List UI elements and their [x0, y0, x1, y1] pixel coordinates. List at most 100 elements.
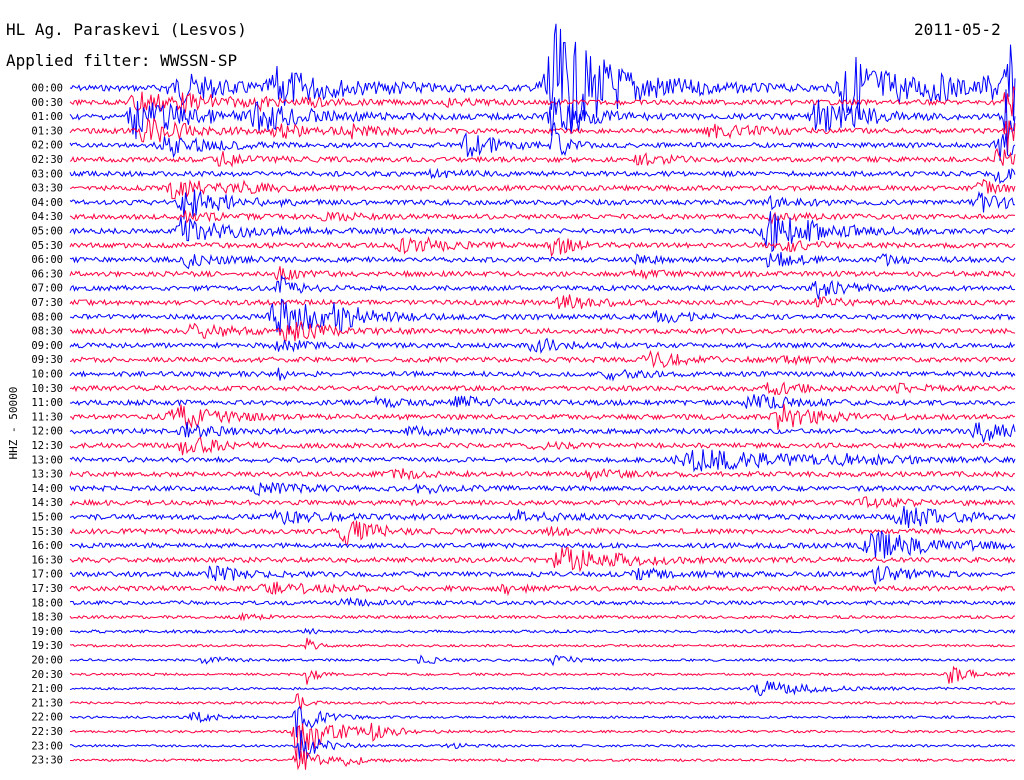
trace-line	[69, 496, 1016, 509]
trace-line	[69, 337, 1016, 354]
time-tick-label: 06:00	[31, 254, 63, 266]
trace-line	[69, 189, 1015, 220]
trace-line	[69, 529, 1016, 559]
trace-line	[69, 722, 1015, 761]
trace-line	[69, 520, 1016, 546]
trace-line	[70, 298, 1016, 335]
time-tick-label: 16:30	[31, 554, 63, 566]
trace-line	[69, 565, 1016, 585]
trace-line	[69, 449, 1016, 473]
trace-line	[69, 167, 1016, 185]
time-tick-label: 02:30	[31, 154, 63, 166]
trace-line	[69, 693, 1016, 711]
time-tick-label: 13:00	[31, 454, 63, 466]
time-tick-label: 02:00	[31, 140, 63, 152]
time-tick-label: 11:00	[31, 397, 63, 409]
trace-line	[69, 121, 1016, 161]
time-tick-label: 18:30	[31, 612, 63, 624]
trace-line	[69, 85, 1016, 117]
time-tick-label: 16:00	[31, 540, 63, 552]
trace-line	[69, 581, 1016, 597]
trace-line	[69, 547, 1016, 573]
trace-line	[69, 611, 1016, 622]
time-tick-label: 20:00	[31, 655, 63, 667]
time-tick-label: 22:00	[31, 712, 63, 724]
trace-line	[69, 266, 1016, 282]
time-tick-label: 09:00	[31, 340, 63, 352]
time-tick-label: 12:00	[31, 426, 63, 438]
time-tick-label: 07:30	[31, 297, 63, 309]
trace-line	[69, 705, 1016, 738]
time-tick-label: 03:30	[31, 183, 63, 195]
time-tick-label: 00:30	[31, 97, 63, 109]
trace-line	[69, 654, 1016, 667]
trace-line	[69, 117, 1016, 155]
trace-line	[69, 680, 1016, 697]
time-tick-label: 08:00	[31, 311, 63, 323]
trace-line	[69, 349, 1016, 369]
date-label: 2011-05-2	[914, 20, 1001, 39]
trace-line	[69, 210, 1016, 225]
trace-line	[69, 294, 1016, 310]
time-tick-label: 10:30	[31, 383, 63, 395]
time-tick-label: 07:00	[31, 283, 63, 295]
trace-line	[69, 482, 1016, 497]
time-tick-label: 14:30	[31, 497, 63, 509]
trace-line	[70, 750, 1016, 771]
trace-line	[69, 436, 1016, 456]
time-tick-label: 09:30	[31, 354, 63, 366]
time-tick-label: 00:00	[31, 83, 63, 95]
time-tick-label: 14:00	[31, 483, 63, 495]
trace-line	[69, 381, 1016, 396]
time-tick-label: 22:30	[31, 726, 63, 738]
time-tick-label: 19:30	[31, 640, 63, 652]
time-tick-label: 01:00	[31, 111, 63, 123]
trace-line	[69, 367, 1016, 382]
time-tick-label: 05:30	[31, 240, 63, 252]
time-tick-label: 12:30	[31, 440, 63, 452]
trace-line	[69, 421, 1016, 443]
trace-line	[69, 394, 1016, 410]
trace-line	[69, 89, 1016, 144]
trace-line	[69, 211, 1016, 253]
trace-line	[69, 274, 1016, 300]
time-tick-label: 23:00	[31, 740, 63, 752]
trace-line	[69, 665, 1016, 685]
time-tick-label: 01:30	[31, 125, 63, 137]
trace-line	[69, 403, 1016, 430]
time-tick-label: 15:30	[31, 526, 63, 538]
trace-line	[69, 637, 1016, 650]
trace-line	[69, 320, 1016, 342]
time-tick-label: 08:30	[31, 326, 63, 338]
trace-line	[69, 506, 1016, 529]
time-tick-label: 10:00	[31, 369, 63, 381]
station-title: HL Ag. Paraskevi (Lesvos)	[6, 20, 247, 39]
time-tick-label: 17:00	[31, 569, 63, 581]
time-tick-label: 05:00	[31, 226, 63, 238]
trace-line	[69, 178, 1016, 200]
time-tick-label: 11:30	[31, 411, 63, 423]
time-tick-label: 23:30	[31, 755, 63, 767]
time-tick-label: 21:00	[31, 683, 63, 695]
time-tick-label: 06:30	[31, 268, 63, 280]
trace-line	[69, 467, 1016, 483]
filter-label: Applied filter: WWSSN-SP	[6, 51, 238, 70]
trace-line	[69, 23, 1016, 135]
time-tick-label: 17:30	[31, 583, 63, 595]
time-tick-label: 03:00	[31, 168, 63, 180]
time-tick-label: 21:30	[31, 697, 63, 709]
trace-line	[69, 236, 1016, 258]
trace-line	[69, 627, 1016, 635]
trace-line	[69, 596, 1016, 607]
time-tick-label: 19:00	[31, 626, 63, 638]
time-tick-label: 04:00	[31, 197, 63, 209]
time-tick-label: 13:30	[31, 469, 63, 481]
time-tick-label: 04:30	[31, 211, 63, 223]
time-tick-label: 15:00	[31, 512, 63, 524]
trace-line	[69, 730, 1015, 760]
trace-line	[69, 251, 1016, 270]
time-tick-label: 20:30	[31, 669, 63, 681]
trace-line	[69, 147, 1016, 168]
